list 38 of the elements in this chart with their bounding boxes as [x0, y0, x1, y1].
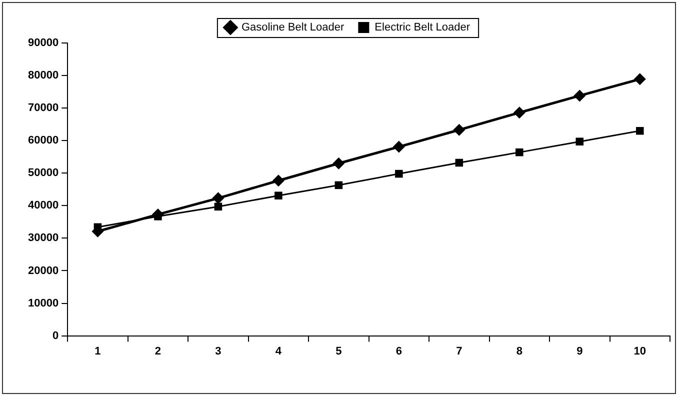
point	[274, 192, 282, 200]
x-tick-label: 6	[396, 345, 402, 358]
x-tick-label: 4	[275, 345, 282, 358]
y-tick-label: 0	[52, 330, 59, 342]
point	[634, 73, 646, 86]
y-tick-label: 80000	[28, 70, 59, 82]
point	[332, 157, 345, 170]
x-tick-label: 3	[215, 345, 222, 358]
y-tick-label: 20000	[28, 264, 59, 277]
point	[212, 192, 224, 204]
point	[636, 126, 644, 135]
x-tick-label: 1	[94, 345, 101, 358]
point	[272, 174, 284, 187]
point	[516, 148, 524, 156]
point	[453, 124, 466, 136]
y-tick-label: 30000	[28, 232, 59, 244]
x-tick-label: 9	[576, 345, 583, 358]
point	[214, 202, 222, 211]
y-tick-label: 60000	[28, 134, 59, 147]
point	[513, 106, 526, 119]
x-tick-label: 7	[456, 345, 462, 358]
y-tick-label: 10000	[28, 297, 59, 310]
legend-label: Gasoline Belt Loader	[241, 22, 345, 34]
legend-label: Electric Belt Loader	[374, 22, 470, 34]
point	[455, 158, 464, 167]
point	[334, 181, 343, 190]
y-tick-label: 50000	[28, 167, 59, 180]
x-tick-label: 2	[154, 345, 162, 358]
x-tick-label: 5	[336, 345, 342, 358]
x-tick-label: 10	[634, 345, 646, 358]
y-tick-label: 70000	[28, 102, 59, 114]
point	[576, 138, 584, 146]
point	[392, 140, 405, 153]
x-tick-label: 8	[516, 345, 522, 358]
point	[395, 170, 403, 178]
y-tick-label: 90000	[28, 37, 59, 50]
y-tick-label: 40000	[28, 200, 59, 212]
point	[574, 90, 586, 102]
